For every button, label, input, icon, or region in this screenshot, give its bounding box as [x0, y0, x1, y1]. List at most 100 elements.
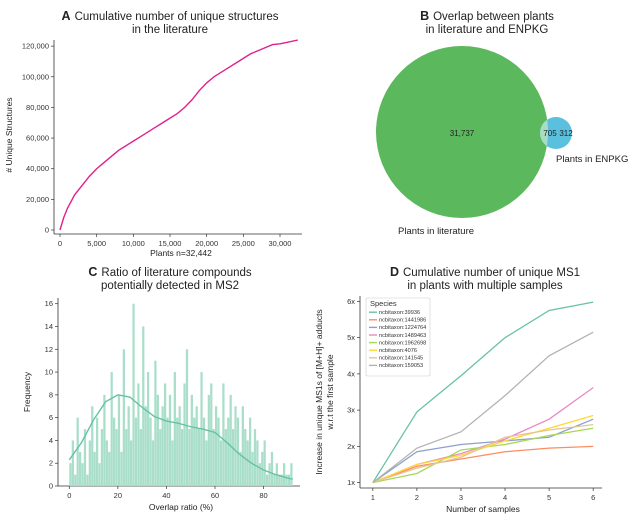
c-hist-bar [198, 429, 201, 486]
c-hist-bar [176, 417, 179, 486]
a-x-tick-label: 10,000 [122, 239, 145, 248]
venn-circle-literature [376, 46, 548, 218]
c-hist-bar [251, 451, 254, 486]
d-legend-title: Species [370, 299, 397, 308]
c-hist-bar [278, 474, 281, 486]
d-x-tick-label: 4 [503, 493, 507, 502]
c-hist-bar [290, 463, 293, 486]
a-y-tick-label: 0 [45, 226, 49, 235]
c-hist-bar [210, 383, 213, 486]
c-hist-bar [125, 429, 128, 486]
d-series-line-7 [372, 423, 594, 484]
c-hist-bar [173, 372, 176, 486]
c-hist-bar [246, 440, 249, 486]
c-hist-bar [96, 417, 99, 486]
c-hist-bar [202, 417, 206, 486]
c-hist-bar [100, 429, 104, 486]
c-hist-bar [232, 429, 235, 486]
c-hist-bar [74, 474, 77, 486]
c-hist-bar [217, 417, 220, 486]
d-y-tick-label: 2x [347, 442, 355, 451]
c-hist-bar [185, 349, 189, 486]
venn-circle-enpkg [540, 117, 572, 149]
d-legend-label: ncbitaxon:4076 [379, 348, 417, 354]
c-hist-bar [144, 406, 147, 486]
c-hist-bar [212, 429, 215, 486]
a-y-tick-label: 60,000 [26, 134, 49, 143]
venn-left-only-count: 31,737 [450, 129, 475, 138]
c-hist-bar [110, 372, 113, 486]
c-hist-bar [287, 474, 291, 486]
c-y-tick-label: 0 [49, 482, 53, 491]
a-x-tick-label: 5,000 [87, 239, 106, 248]
c-hist-bar [205, 440, 208, 486]
d-y-tick-label: 6x [347, 297, 355, 306]
c-hist-bar [229, 394, 232, 486]
c-x-label: Overlap ratio (%) [149, 502, 213, 512]
c-x-tick-label: 20 [114, 491, 122, 500]
d-legend-label: ncbitaxon:1489463 [379, 333, 426, 339]
c-y-tick-label: 10 [45, 368, 53, 377]
c-hist-bar [268, 463, 271, 486]
a-x-tick-label: 15,000 [159, 239, 182, 248]
c-x-tick-label: 60 [211, 491, 219, 500]
c-hist-bar [98, 463, 101, 486]
c-hist-bar [224, 429, 227, 486]
d-legend-label: ncbitaxon:39936 [379, 310, 420, 316]
c-hist-bar [283, 463, 286, 486]
c-hist-bar [168, 394, 172, 486]
a-y-tick-label: 120,000 [22, 42, 49, 51]
c-hist-bar [139, 429, 142, 486]
c-y-tick-label: 6 [49, 413, 53, 422]
c-hist-bar [69, 463, 72, 486]
c-hist-bar [130, 440, 133, 486]
a-series-line [59, 39, 299, 231]
a-y-tick-label: 40,000 [26, 164, 49, 173]
c-hist-bar [270, 451, 274, 486]
venn-right-label: Plants in ENPKG [556, 154, 628, 165]
c-hist-bar [108, 451, 111, 486]
d-y-label-line2: w.r.t the first sample [325, 354, 335, 430]
d-legend-label: ncbitaxon:1224764 [379, 325, 426, 331]
c-hist-bar [161, 406, 164, 486]
venn-overlap-region [540, 119, 548, 147]
c-hist-bar [86, 474, 89, 486]
c-hist-bar [117, 394, 121, 486]
a-y-label: # Unique Structures [4, 97, 14, 172]
c-hist-bar [142, 326, 145, 486]
c-hist-bar [215, 406, 218, 486]
c-x-tick-label: 80 [259, 491, 267, 500]
panel-b-venn: 31,737 705 312 Plants in literature Plan… [376, 46, 628, 237]
c-hist-bar [241, 406, 244, 486]
d-legend-label: ncbitaxon:1441986 [379, 318, 426, 324]
a-x-tick-label: 20,000 [195, 239, 218, 248]
venn-right-only-count: 312 [559, 129, 573, 138]
a-x-tick-label: 30,000 [269, 239, 292, 248]
panel-c-chart: 0 20 40 60 80 0 2 4 6 8 10 12 14 16 Overlap ratio (%) F… [22, 298, 300, 512]
panel-a-title: A Cumulative number of unique structures … [61, 9, 279, 37]
a-y-tick-label: 100,000 [22, 72, 49, 81]
c-hist-bar [147, 372, 150, 486]
c-hist-bar [71, 440, 74, 486]
c-hist-bar [258, 463, 261, 486]
a-x-tick-label: 0 [58, 239, 62, 248]
c-x-tick-label: 40 [162, 491, 170, 500]
venn-overlap-count: 705 [543, 129, 557, 138]
c-hist-bar [79, 451, 82, 486]
c-hist-bar [244, 429, 247, 486]
d-legend-label: ncbitaxon:141545 [379, 356, 423, 362]
c-y-tick-label: 16 [45, 299, 53, 308]
d-legend-label: ncbitaxon:1962698 [379, 340, 426, 346]
d-y-tick-label: 1x [347, 478, 355, 487]
d-x-tick-label: 3 [459, 493, 463, 502]
c-hist-bar [249, 417, 252, 486]
c-hist-bar [207, 394, 210, 486]
c-hist-bar [256, 440, 259, 486]
d-series-line-1 [372, 301, 594, 483]
d-legend-box [365, 297, 431, 377]
c-hist-bar [93, 451, 96, 486]
panel-d-chart: 1 2 3 4 5 6 1x 2x 3x 4x 5x 6x Species ncbitaxon:39936… [314, 296, 602, 514]
c-hist-bar [88, 440, 91, 486]
d-x-tick-label: 5 [547, 493, 551, 502]
c-hist-bar [115, 429, 118, 486]
